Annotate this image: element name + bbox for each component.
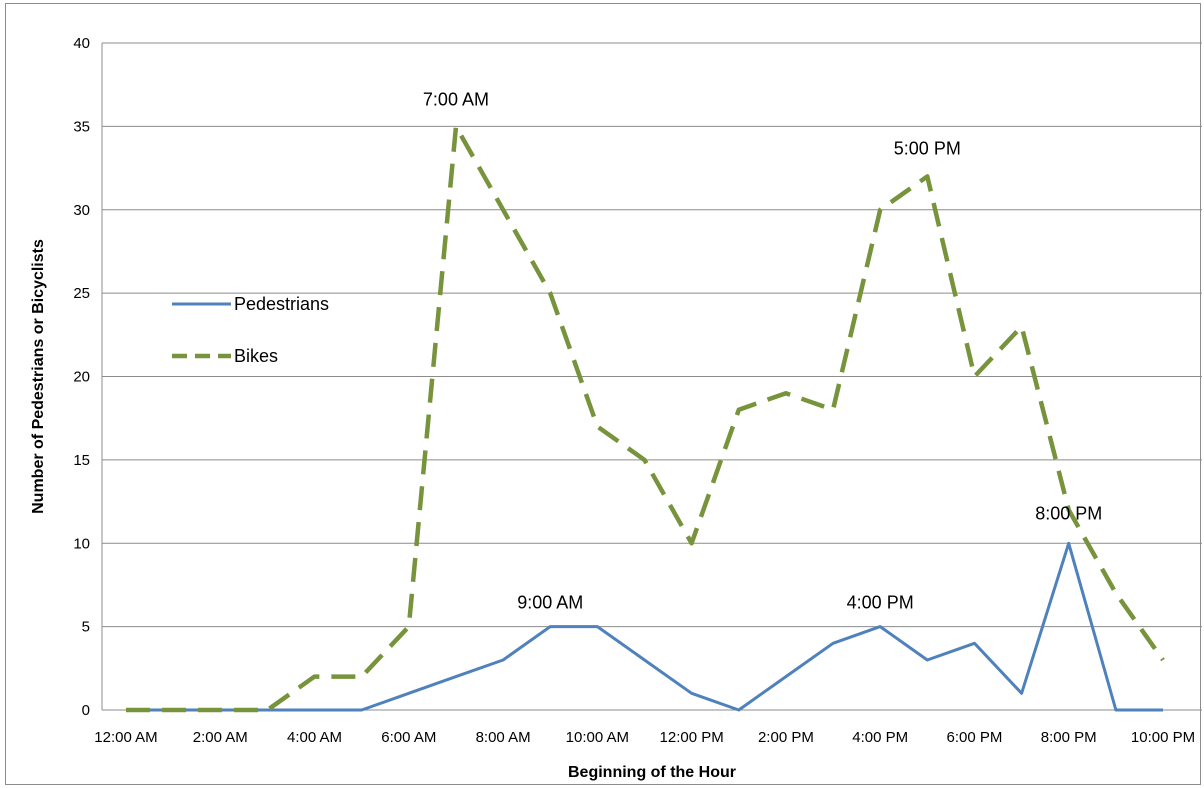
y-tick-label: 10 (73, 535, 90, 552)
x-tick-label: 8:00 AM (476, 729, 531, 746)
y-axis-title: Number of Pedestrians or Bicyclists (30, 239, 47, 514)
legend: Pedestrians Bikes (172, 294, 329, 366)
y-tick-label: 5 (82, 619, 90, 636)
y-tick-label: 35 (73, 118, 90, 135)
line-chart: 0 5 10 15 20 25 30 35 40 12:00 AM 2:00 AM 4:00 AM 6… (6, 4, 1202, 786)
y-axis-ticks: 0 5 10 15 20 25 30 35 40 (73, 35, 90, 719)
annotations: 7:00 AM 5:00 PM 9:00 AM 4:00 PM 8:00 PM (423, 89, 1102, 612)
x-tick-label: 6:00 AM (381, 729, 436, 746)
y-tick-label: 30 (73, 202, 90, 219)
y-tick-label: 40 (73, 35, 90, 52)
data-label: 5:00 PM (894, 138, 961, 158)
x-tick-label: 2:00 PM (758, 729, 814, 746)
x-tick-label: 6:00 PM (947, 729, 1003, 746)
x-tick-label: 8:00 PM (1041, 729, 1097, 746)
data-label: 9:00 AM (517, 593, 583, 613)
legend-label-bikes: Bikes (234, 346, 278, 366)
x-tick-label: 12:00 AM (94, 729, 157, 746)
data-label: 4:00 PM (847, 593, 914, 613)
series-lines (126, 126, 1163, 710)
x-axis-title: Beginning of the Hour (568, 764, 736, 781)
x-tick-label: 4:00 PM (852, 729, 908, 746)
x-tick-label: 10:00 PM (1131, 729, 1195, 746)
data-label: 8:00 PM (1035, 503, 1102, 523)
y-tick-label: 15 (73, 452, 90, 469)
y-tick-label: 0 (82, 702, 90, 719)
x-tick-label: 2:00 AM (193, 729, 248, 746)
gridlines (102, 43, 1202, 710)
x-axis-ticks: 12:00 AM 2:00 AM 4:00 AM 6:00 AM 8:00 AM 10:0… (94, 729, 1195, 746)
data-label: 7:00 AM (423, 89, 489, 109)
x-tick-label: 10:00 AM (566, 729, 629, 746)
y-tick-label: 20 (73, 369, 90, 386)
series-line-bikes (126, 126, 1163, 710)
y-tick-label: 25 (73, 285, 90, 302)
legend-label-pedestrians: Pedestrians (234, 294, 329, 314)
x-tick-label: 4:00 AM (287, 729, 342, 746)
x-tick-label: 12:00 PM (660, 729, 724, 746)
chart-area: 0 5 10 15 20 25 30 35 40 12:00 AM 2:00 AM 4:00 AM 6… (5, 3, 1201, 785)
